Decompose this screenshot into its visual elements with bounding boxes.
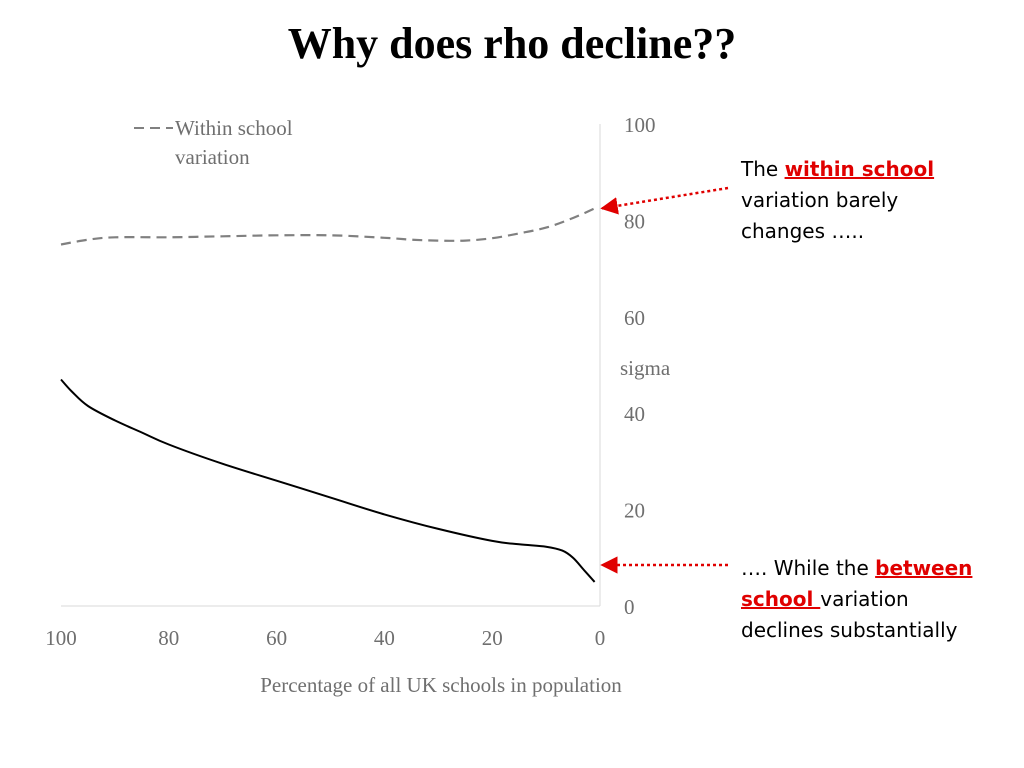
annotation-highlight: between school	[741, 556, 973, 611]
annotation-text: …. While the	[741, 556, 876, 580]
slide-title: Why does rho decline??	[287, 19, 737, 68]
y-tick-label: 100	[624, 113, 656, 137]
x-tick-label: 60	[266, 626, 287, 650]
x-tick-labels: 100 80 60 40 20 0	[45, 626, 605, 650]
x-tick-label: 100	[45, 626, 77, 650]
legend-label: Within school variation	[175, 116, 298, 169]
x-tick-label: 20	[482, 626, 503, 650]
y-axis-label: sigma	[620, 356, 671, 380]
annotation-between-school: …. While the between school variation de…	[741, 553, 981, 646]
y-tick-label: 0	[624, 595, 635, 619]
annotation-highlight: within school	[784, 157, 935, 181]
y-tick-labels: 0 20 40 60 80 100	[624, 113, 656, 619]
legend: Within school variation	[134, 116, 298, 169]
between-school-series-line	[60, 378, 596, 583]
y-tick-label: 80	[624, 209, 645, 233]
x-tick-label: 80	[158, 626, 179, 650]
y-tick-label: 20	[624, 499, 645, 523]
x-tick-label: 40	[374, 626, 395, 650]
legend-label-line-1: Within school	[175, 116, 293, 140]
legend-label-line-2: variation	[175, 145, 250, 169]
annotation-within-school: The within school variation barely chang…	[741, 154, 941, 247]
annotation-text: variation barely changes …..	[741, 188, 899, 243]
within-school-series-line	[60, 207, 596, 246]
annotation-text: The	[741, 157, 785, 181]
x-axis-label: Percentage of all UK schools in populati…	[260, 673, 622, 697]
y-tick-label: 40	[624, 402, 645, 426]
y-tick-label: 60	[624, 306, 645, 330]
annotation-arrow-within	[600, 186, 729, 215]
annotation-text: variation declines substantially	[741, 587, 958, 642]
x-tick-label: 0	[595, 626, 606, 650]
